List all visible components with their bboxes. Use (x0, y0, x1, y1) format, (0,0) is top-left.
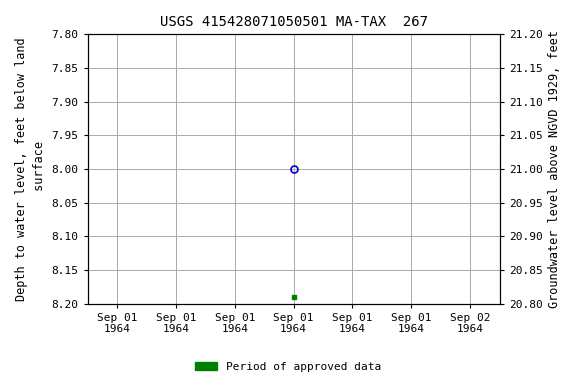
Y-axis label: Depth to water level, feet below land
 surface: Depth to water level, feet below land su… (15, 37, 46, 301)
Legend: Period of approved data: Period of approved data (191, 358, 385, 377)
Y-axis label: Groundwater level above NGVD 1929, feet: Groundwater level above NGVD 1929, feet (548, 30, 561, 308)
Title: USGS 415428071050501 MA-TAX  267: USGS 415428071050501 MA-TAX 267 (160, 15, 427, 29)
